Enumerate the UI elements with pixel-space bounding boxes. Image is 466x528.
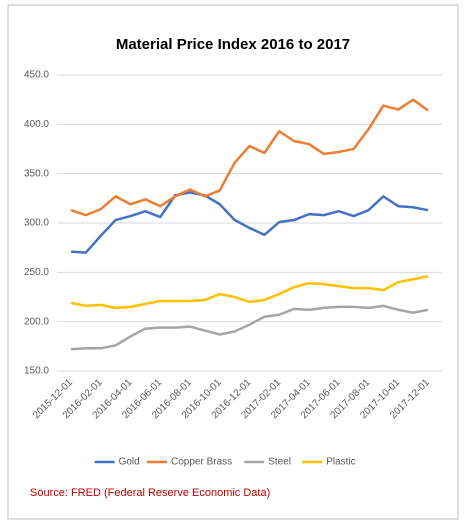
y-tick-label: 450.0 [24,70,49,81]
legend-label: Copper Brass [171,457,232,468]
series-line [70,275,429,310]
chart-title: Material Price Index 2016 to 2017 [116,36,350,53]
y-tick-label: 400.0 [24,119,49,130]
legend-label: Gold [119,457,140,468]
series-line [70,304,429,351]
y-tick-label: 250.0 [24,267,49,278]
y-tick-label: 200.0 [24,316,49,327]
y-tick-label: 150.0 [24,366,49,377]
legend-label: Steel [268,457,291,468]
y-tick-label: 350.0 [24,168,49,179]
series-line [70,98,429,217]
source-note: Source: FRED (Federal Reserve Economic D… [30,487,270,499]
series-line [70,191,429,254]
chart-border [7,4,459,520]
y-tick-label: 300.0 [24,218,49,229]
legend-label: Plastic [326,457,355,468]
